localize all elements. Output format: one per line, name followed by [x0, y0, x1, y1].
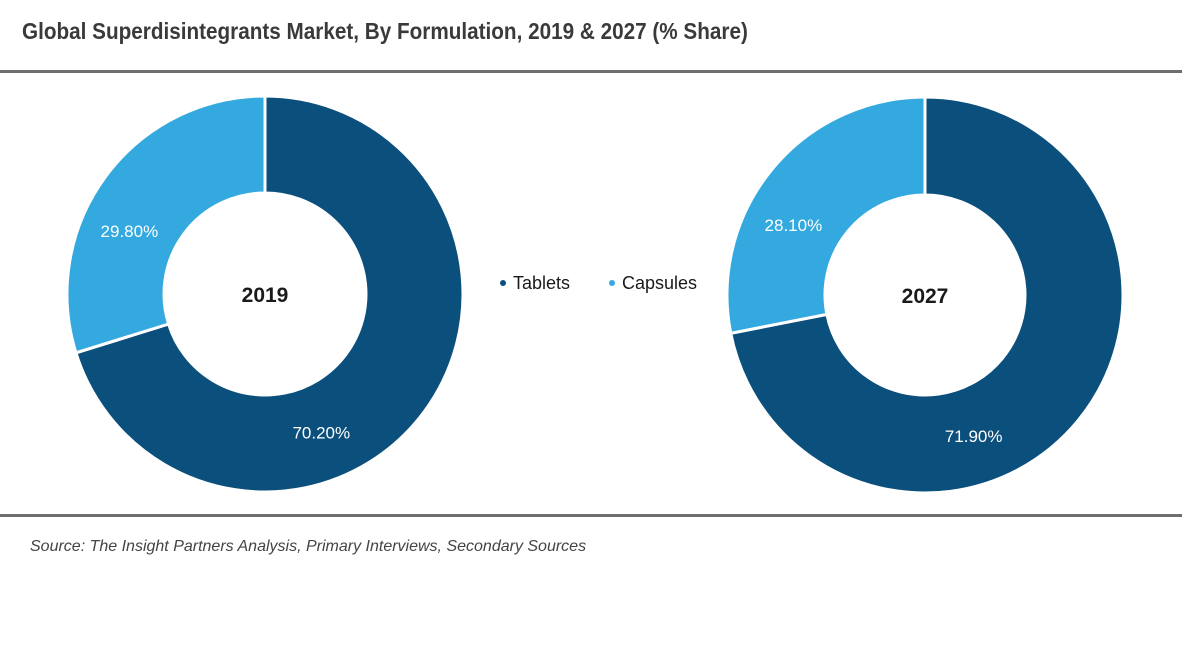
center-label-2019: 2019 — [242, 284, 289, 307]
legend-swatch-capsules — [609, 280, 615, 286]
legend-swatch-tablets — [500, 280, 506, 286]
legend-label-tablets: Tablets — [513, 273, 570, 293]
center-label-2027: 2027 — [902, 285, 949, 308]
legend-label-capsules: Capsules — [622, 273, 697, 293]
slice-tablets-2019 — [74, 94, 465, 494]
donut-chart-2019: 70.20% 29.80% 2019 — [65, 94, 465, 494]
chart-title: Global Superdisintegrants Market, By For… — [22, 18, 748, 44]
legend: Tablets Capsules — [500, 273, 697, 293]
donut-chart-2027: 71.90% 28.10% 2027 — [725, 95, 1125, 495]
slice-capsules-2019 — [65, 94, 267, 355]
source-note: Source: The Insight Partners Analysis, P… — [30, 538, 587, 555]
data-label-tablets-2027: 71.90% — [945, 427, 1003, 446]
data-label-tablets-2019: 70.20% — [292, 423, 350, 442]
footer-divider — [0, 514, 1182, 517]
slice-tablets-2027 — [728, 95, 1125, 495]
data-label-capsules-2027: 28.10% — [765, 216, 823, 235]
slice-capsules-2027 — [725, 95, 927, 336]
data-label-capsules-2019: 29.80% — [101, 222, 159, 241]
title-divider — [0, 70, 1182, 73]
